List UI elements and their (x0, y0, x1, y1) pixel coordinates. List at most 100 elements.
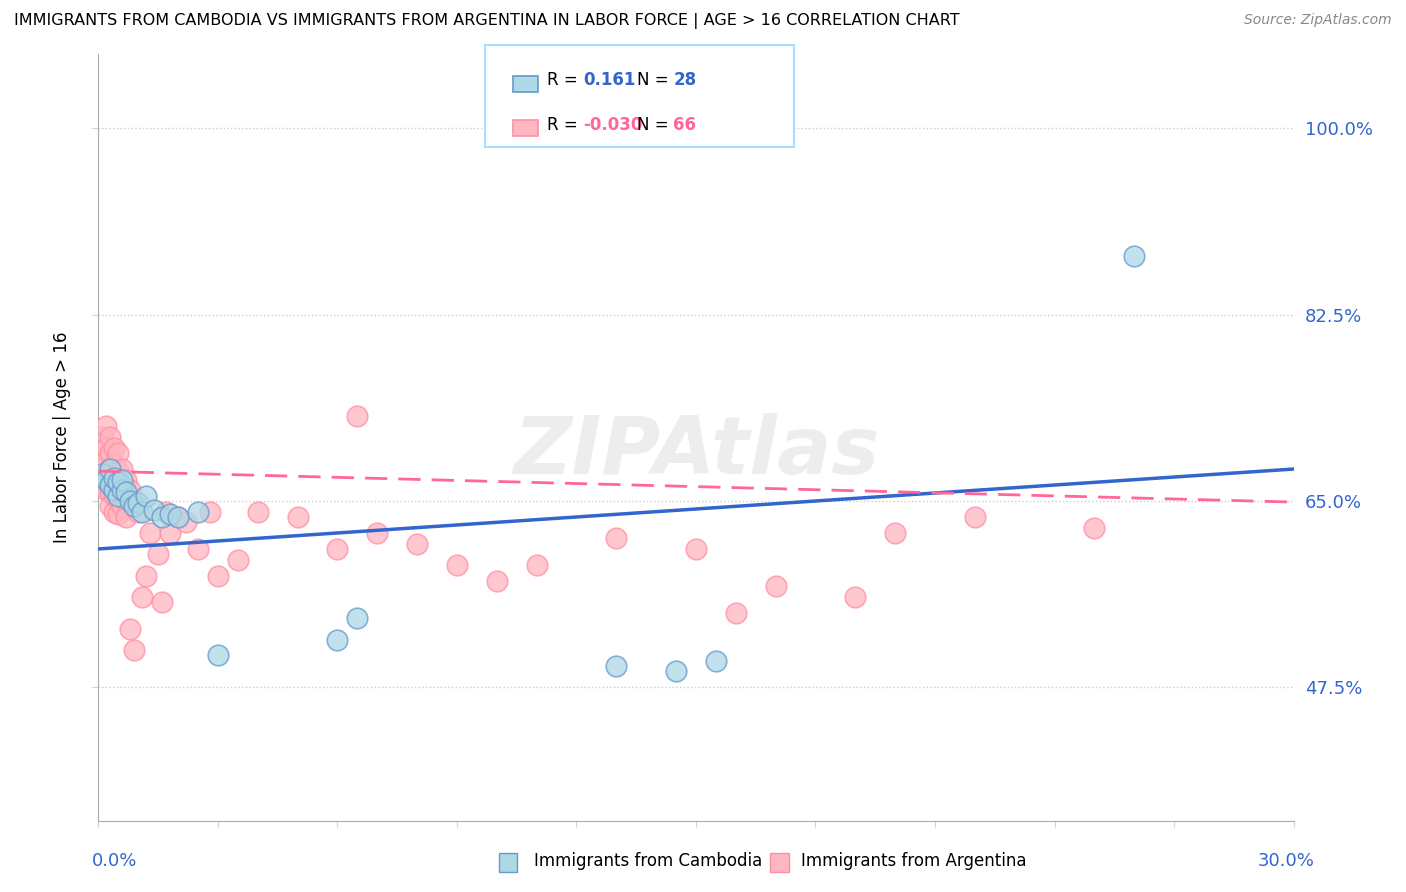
Point (96, 473, 118, 487)
Point (198, 505, 221, 519)
Point (115, 510, 138, 524)
Point (1083, 521, 1105, 535)
Point (143, 502, 166, 516)
Point (963, 510, 986, 524)
Point (107, 475, 129, 489)
Text: R =: R = (547, 71, 578, 89)
Y-axis label: In Labor Force | Age > 16: In Labor Force | Age > 16 (53, 331, 72, 543)
Point (605, 659, 627, 673)
Text: IMMIGRANTS FROM CAMBODIA VS IMMIGRANTS FROM ARGENTINA IN LABOR FORCE | AGE > 16 : IMMIGRANTS FROM CAMBODIA VS IMMIGRANTS F… (14, 13, 960, 29)
Point (115, 485, 138, 500)
Point (326, 541, 349, 556)
Point (346, 611, 368, 625)
Point (446, 558, 468, 572)
Point (605, 531, 627, 545)
Point (124, 494, 146, 508)
Point (124, 643, 146, 657)
Point (207, 568, 229, 582)
Text: Source: ZipAtlas.com: Source: ZipAtlas.com (1244, 13, 1392, 28)
Point (107, 507, 129, 521)
Text: ZIPAtlas: ZIPAtlas (513, 413, 879, 491)
Point (91, 430, 114, 444)
Point (155, 505, 177, 519)
Point (844, 590, 866, 604)
Point (107, 446, 129, 460)
Text: -0.030: -0.030 (583, 116, 643, 134)
Point (96, 483, 118, 498)
Text: 28: 28 (673, 71, 696, 89)
Point (135, 489, 157, 503)
Point (685, 541, 707, 556)
Point (135, 568, 157, 582)
Point (131, 590, 153, 604)
Point (326, 632, 349, 647)
Point (120, 494, 142, 508)
Point (207, 648, 229, 663)
Point (103, 483, 125, 498)
Point (526, 558, 548, 572)
Point (103, 441, 125, 455)
Point (485, 574, 508, 588)
Point (115, 473, 138, 487)
Point (98, 446, 122, 460)
Text: R =: R = (547, 116, 578, 134)
Point (167, 510, 190, 524)
Point (287, 510, 309, 524)
Text: 0.161: 0.161 (583, 71, 636, 89)
Point (765, 579, 787, 593)
Point (120, 622, 142, 636)
Point (107, 464, 129, 478)
Point (96, 419, 118, 434)
Point (226, 552, 249, 566)
Point (107, 489, 129, 503)
Point (724, 606, 747, 620)
Point (111, 462, 134, 476)
Point (139, 526, 162, 541)
Point (187, 505, 209, 519)
Point (91, 467, 114, 482)
Point (884, 526, 907, 541)
Text: 66: 66 (673, 116, 696, 134)
Point (98, 430, 122, 444)
Point (665, 665, 688, 679)
Point (127, 505, 149, 519)
Point (98, 485, 122, 500)
Point (127, 496, 149, 510)
Text: Immigrants from Cambodia: Immigrants from Cambodia (534, 852, 762, 870)
Point (98, 462, 122, 476)
Point (103, 457, 125, 471)
Text: N =: N = (637, 71, 668, 89)
Point (103, 470, 125, 484)
Point (115, 494, 138, 508)
Point (91, 478, 114, 492)
Text: 0.0%: 0.0% (91, 852, 136, 870)
Point (704, 654, 727, 668)
Point (150, 595, 173, 609)
Point (1123, 249, 1146, 263)
Point (124, 500, 146, 514)
Point (98, 462, 122, 476)
Point (246, 505, 269, 519)
Point (96, 441, 118, 455)
Point (366, 526, 388, 541)
Point (107, 491, 129, 506)
Text: 30.0%: 30.0% (1258, 852, 1315, 870)
Point (159, 526, 181, 541)
Point (150, 510, 173, 524)
Point (96, 453, 118, 467)
Point (120, 483, 142, 498)
Point (167, 510, 190, 524)
Point (187, 541, 209, 556)
Point (111, 473, 134, 487)
Point (91, 451, 114, 466)
Text: Immigrants from Argentina: Immigrants from Argentina (801, 852, 1026, 870)
Point (98, 473, 122, 487)
Point (406, 536, 429, 550)
Point (174, 516, 197, 530)
Point (96, 467, 118, 482)
Point (103, 489, 125, 503)
Text: N =: N = (637, 116, 668, 134)
Point (103, 505, 125, 519)
Point (148, 547, 170, 561)
Point (131, 505, 153, 519)
